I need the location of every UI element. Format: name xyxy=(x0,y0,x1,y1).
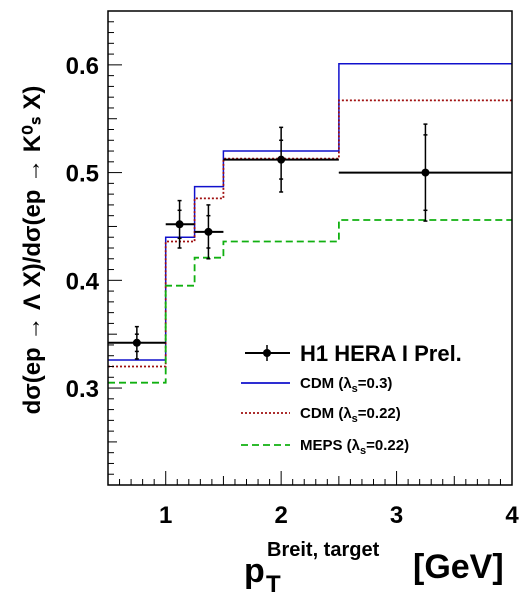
series-line-1 xyxy=(108,99,512,368)
svg-text:p: p xyxy=(244,552,265,590)
legend-label-0: H1 HERA I Prel. xyxy=(300,341,462,366)
data-point-marker xyxy=(175,220,184,229)
data-point-3 xyxy=(223,126,339,193)
x-tick-label-2: 3 xyxy=(390,502,403,529)
x-tick-label-0: 1 xyxy=(159,502,172,529)
legend-label-2: CDM (λs=0.22) xyxy=(300,405,401,425)
svg-text:[GeV]: [GeV] xyxy=(413,548,504,586)
x-axis-title: p T Breit, target [GeV] xyxy=(244,539,504,598)
x-tick-label-3: 4 xyxy=(505,502,519,529)
legend-entry-3: MEPS (λs=0.22) xyxy=(241,437,409,457)
axes: 1 2 3 4 0.3 0.4 0.5 0.6 xyxy=(66,10,519,529)
data-point-4 xyxy=(338,123,512,222)
legend-entry-2: CDM (λs=0.22) xyxy=(241,405,401,425)
data-point-marker xyxy=(132,338,141,347)
data-point-marker xyxy=(421,168,430,177)
data-point-1 xyxy=(165,199,195,249)
x-axis-title-sup: Breit, target xyxy=(267,539,380,561)
y-axis-title: dσ(ep → Λ X)/dσ(ep → K⁰ₛ X) xyxy=(19,86,46,415)
data-point-0 xyxy=(108,325,166,360)
svg-text:Breit, target: Breit, target xyxy=(267,539,380,561)
legend: H1 HERA I Prel. CDM (λs=0.3) CDM (λs=0.22)… xyxy=(241,341,462,457)
svg-text:T: T xyxy=(266,571,281,598)
x-tick-label-1: 2 xyxy=(274,502,287,529)
x-axis-title-sub: T xyxy=(266,571,281,598)
legend-entry-0: H1 HERA I Prel. xyxy=(245,341,462,366)
legend-label-1: CDM (λs=0.3) xyxy=(300,375,392,395)
data-point-marker xyxy=(277,155,286,164)
x-axis-title-main: p xyxy=(244,552,265,590)
data-point-marker xyxy=(204,227,213,236)
series-line-0 xyxy=(108,63,512,361)
plot-area xyxy=(108,63,512,384)
y-tick-label-0: 0.3 xyxy=(66,376,99,403)
legend-label-3: MEPS (λs=0.22) xyxy=(300,437,409,457)
x-axis-title-unit: [GeV] xyxy=(413,548,504,586)
legend-swatch-marker xyxy=(263,349,271,357)
y-tick-label-2: 0.5 xyxy=(66,161,99,188)
y-tick-label-1: 0.4 xyxy=(66,268,100,295)
y-tick-label-3: 0.6 xyxy=(66,53,99,80)
data-point-2 xyxy=(194,204,224,260)
legend-entry-1: CDM (λs=0.3) xyxy=(241,375,392,395)
